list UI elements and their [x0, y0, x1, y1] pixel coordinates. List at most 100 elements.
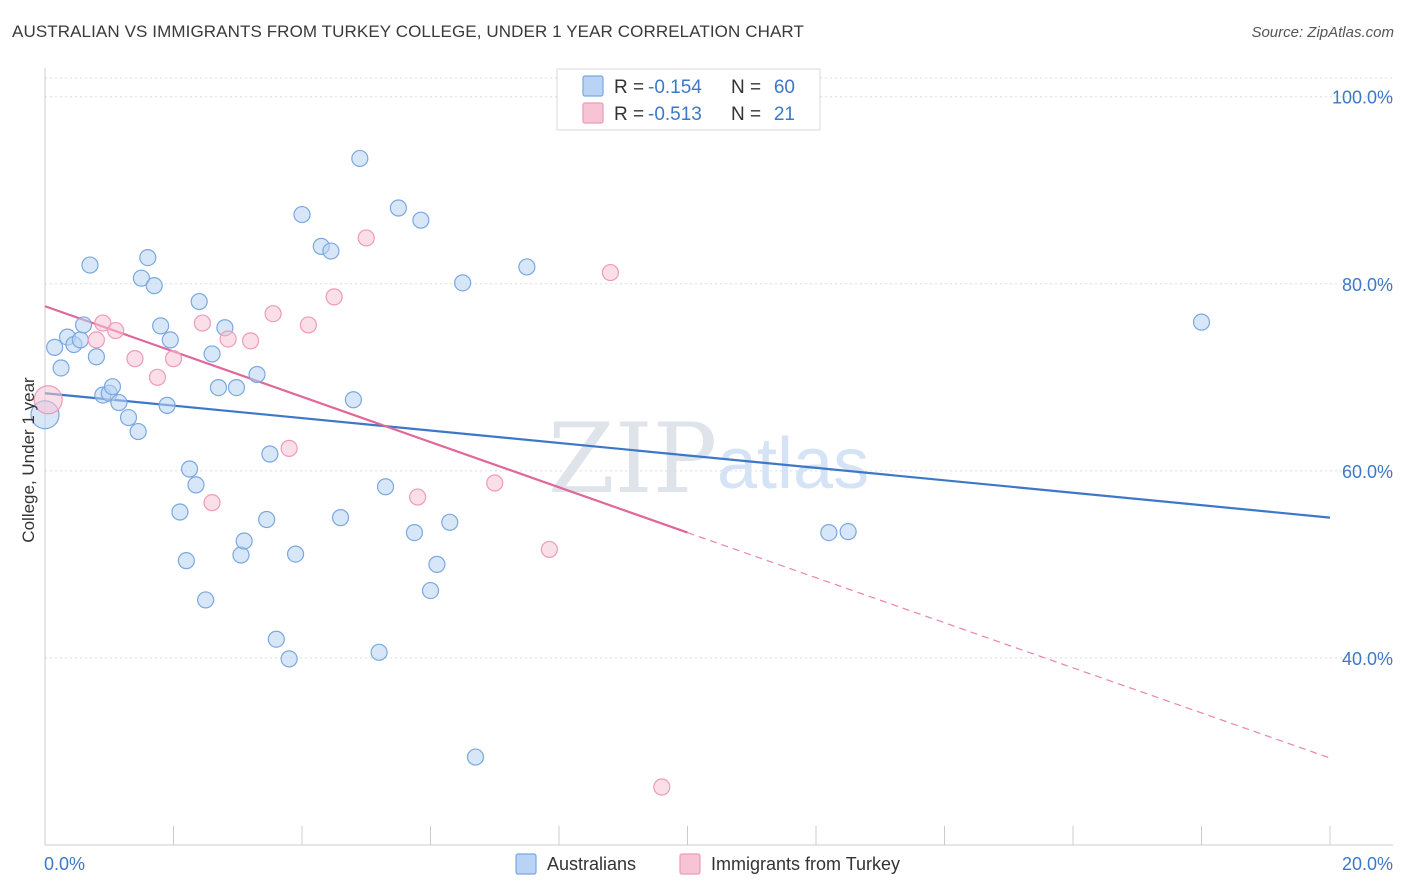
point-turkey	[357, 229, 375, 247]
point-australians	[190, 292, 208, 311]
point-australians	[351, 149, 369, 168]
point-turkey	[486, 474, 504, 492]
point-australians	[158, 396, 176, 414]
point-turkey	[299, 316, 318, 334]
x-tick-label-max: 20.0%	[1342, 854, 1393, 874]
point-turkey	[87, 331, 106, 349]
legend-swatch-turkey	[582, 102, 604, 124]
bottom-legend-swatch-turkey	[679, 853, 701, 875]
legend-swatch-australians	[582, 75, 604, 97]
point-australians	[177, 552, 195, 570]
point-turkey	[164, 350, 183, 368]
point-australians	[171, 503, 189, 521]
point-turkey	[107, 321, 125, 340]
point-turkey	[193, 314, 212, 332]
bottom-legend: Australians Immigrants from Turkey	[515, 853, 900, 875]
y-tick-label: 40.0%	[1342, 649, 1393, 669]
y-tick-label: 60.0%	[1342, 462, 1393, 482]
watermark-atlas: atlas	[717, 424, 869, 504]
tick-label-layer: 40.0% 60.0% 80.0% 100.0% 0.0% 20.0%	[44, 88, 1393, 874]
point-australians	[518, 258, 536, 276]
point-australians	[227, 379, 246, 397]
bottom-legend-label-turkey: Immigrants from Turkey	[711, 854, 900, 874]
point-australians	[421, 581, 440, 600]
point-australians	[152, 317, 170, 335]
point-australians	[235, 532, 253, 550]
point-australians	[74, 316, 93, 334]
point-australians	[119, 408, 138, 427]
points-layer	[30, 149, 1211, 796]
trendline-extension-turkey	[687, 532, 1331, 759]
axes-layer	[44, 68, 1393, 846]
legend-n-value-turkey: 21	[774, 104, 795, 125]
point-australians	[331, 509, 350, 527]
point-australians	[322, 242, 340, 260]
watermark-zip: ZIP	[548, 403, 717, 515]
legend-n-value-australians: 60	[774, 77, 795, 98]
point-australians	[389, 199, 407, 217]
point-australians	[280, 650, 298, 668]
point-australians	[71, 331, 89, 349]
y-tick-label: 80.0%	[1342, 275, 1393, 295]
point-turkey	[33, 385, 63, 415]
point-australians	[139, 248, 157, 267]
point-australians	[405, 523, 424, 542]
point-turkey	[203, 494, 221, 512]
point-australians	[839, 523, 857, 541]
point-turkey	[148, 368, 167, 386]
point-turkey	[94, 314, 112, 332]
point-turkey	[653, 778, 671, 796]
point-australians	[441, 513, 459, 531]
point-australians	[209, 379, 228, 397]
trend-layer	[44, 305, 1331, 759]
top-legend: R = -0.154 N = 60 R = -0.513 N = 21	[556, 68, 821, 131]
point-australians	[161, 331, 179, 349]
point-australians	[129, 422, 147, 441]
legend-n-label-australians: N =	[731, 77, 761, 98]
point-australians	[145, 277, 163, 295]
point-australians	[46, 338, 64, 356]
point-australians	[232, 546, 250, 564]
point-turkey	[325, 288, 343, 306]
point-australians	[197, 591, 215, 609]
point-australians	[412, 211, 430, 229]
point-australians	[376, 478, 395, 496]
point-australians	[286, 545, 305, 563]
point-turkey	[409, 488, 427, 506]
chart-title: AUSTRALIAN VS IMMIGRANTS FROM TURKEY COL…	[12, 22, 804, 41]
point-australians	[52, 359, 70, 377]
bottom-legend-swatch-australians	[515, 853, 537, 875]
watermark: ZIP atlas	[548, 403, 869, 515]
trendline-australians	[44, 392, 1331, 519]
point-turkey	[242, 332, 260, 350]
trendline-turkey	[44, 305, 688, 534]
point-australians	[87, 348, 106, 366]
point-australians	[344, 391, 362, 409]
legend-r-value-australians: -0.154	[648, 77, 702, 98]
point-australians	[248, 365, 266, 384]
grid-layer	[45, 77, 1393, 659]
point-australians	[454, 274, 472, 292]
legend-n-label-turkey: N =	[731, 104, 761, 125]
point-turkey	[280, 439, 298, 458]
point-australians	[203, 345, 221, 363]
legend-r-label-turkey: R =	[614, 104, 644, 125]
point-australians	[267, 630, 285, 648]
point-australians	[820, 523, 838, 542]
point-turkey	[601, 263, 620, 282]
point-turkey	[264, 305, 282, 323]
y-tick-label: 100.0%	[1332, 88, 1393, 108]
y-axis-title: College, Under 1 year	[19, 377, 38, 543]
point-australians	[103, 378, 122, 396]
source-label: Source: ZipAtlas.com	[1251, 24, 1394, 41]
point-australians	[1192, 313, 1211, 331]
legend-r-value-turkey: -0.513	[648, 104, 702, 125]
point-australians	[110, 393, 128, 412]
point-australians	[293, 205, 311, 224]
point-australians	[180, 460, 199, 478]
point-australians	[258, 510, 276, 529]
point-australians	[132, 269, 150, 287]
point-turkey	[219, 330, 237, 348]
point-australians	[370, 643, 388, 661]
